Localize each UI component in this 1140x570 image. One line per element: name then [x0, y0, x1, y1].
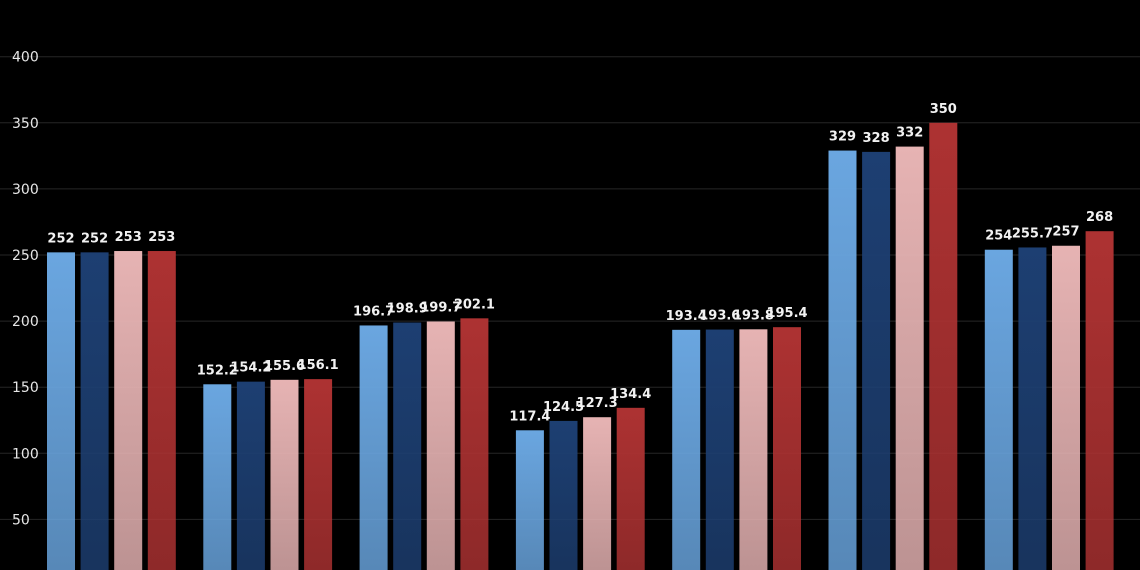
y-tick-label: 50	[12, 512, 30, 528]
bar	[270, 379, 299, 570]
bar	[828, 150, 857, 570]
y-tick-label: 100	[12, 446, 39, 462]
bar	[1018, 247, 1047, 570]
data-label: 196.7	[353, 304, 394, 319]
bar	[80, 252, 109, 570]
bar	[616, 407, 645, 570]
data-label: 329	[829, 130, 856, 145]
data-label: 127.3	[577, 396, 618, 411]
data-label: 195.4	[766, 306, 807, 321]
bar	[672, 329, 701, 570]
bar	[236, 381, 265, 570]
data-label: 328	[863, 131, 890, 146]
data-label: 156.1	[298, 358, 339, 373]
y-axis-tick-labels: 50 100 150 200 250 300 350 400	[12, 50, 39, 529]
y-tick-label: 150	[12, 380, 39, 396]
grid-lines	[0, 56, 1140, 520]
data-label: 193.4	[666, 309, 707, 324]
y-tick-label: 300	[12, 182, 39, 198]
data-label: 255.7	[1012, 226, 1053, 241]
bar	[460, 318, 489, 570]
data-label: 252	[47, 231, 74, 246]
data-label: 198.9	[387, 302, 428, 317]
bar	[862, 151, 891, 570]
data-label: 193.6	[699, 309, 740, 324]
data-label: 253	[148, 230, 175, 245]
data-label: 124.5	[543, 400, 584, 415]
data-label: 134.4	[610, 387, 651, 402]
bar	[929, 122, 958, 570]
data-label: 254	[985, 229, 1012, 244]
y-tick-label: 250	[12, 248, 39, 264]
bar	[583, 417, 612, 570]
data-label: 155.6	[264, 359, 305, 374]
data-label: 154.2	[230, 361, 271, 376]
data-label: 152.2	[197, 363, 238, 378]
data-label: 193.8	[733, 308, 774, 323]
bar	[47, 252, 75, 570]
data-label: 332	[896, 126, 923, 141]
bar	[426, 321, 455, 570]
data-label: 199.7	[420, 300, 461, 315]
bar	[1085, 231, 1114, 570]
bar	[1052, 245, 1080, 570]
bar	[359, 325, 388, 570]
y-tick-label: 200	[12, 314, 39, 330]
data-label: 350	[930, 102, 957, 117]
data-label: 268	[1086, 210, 1113, 225]
bar	[549, 420, 578, 570]
bars	[47, 122, 1114, 570]
bar	[984, 249, 1013, 570]
data-label: 257	[1052, 225, 1079, 240]
bar	[773, 327, 801, 570]
bar	[304, 379, 333, 570]
data-label: 252	[81, 231, 108, 246]
bar	[114, 251, 143, 570]
bar	[393, 322, 422, 570]
data-label: 253	[115, 230, 142, 245]
bar	[203, 384, 232, 570]
bar	[515, 430, 544, 570]
bar	[147, 251, 176, 570]
bar	[739, 329, 768, 570]
data-label: 117.4	[509, 409, 550, 424]
data-label: 202.1	[454, 297, 495, 312]
y-tick-label: 400	[12, 50, 39, 66]
bar	[895, 146, 924, 570]
y-tick-label: 350	[12, 116, 39, 132]
bar	[705, 329, 734, 570]
